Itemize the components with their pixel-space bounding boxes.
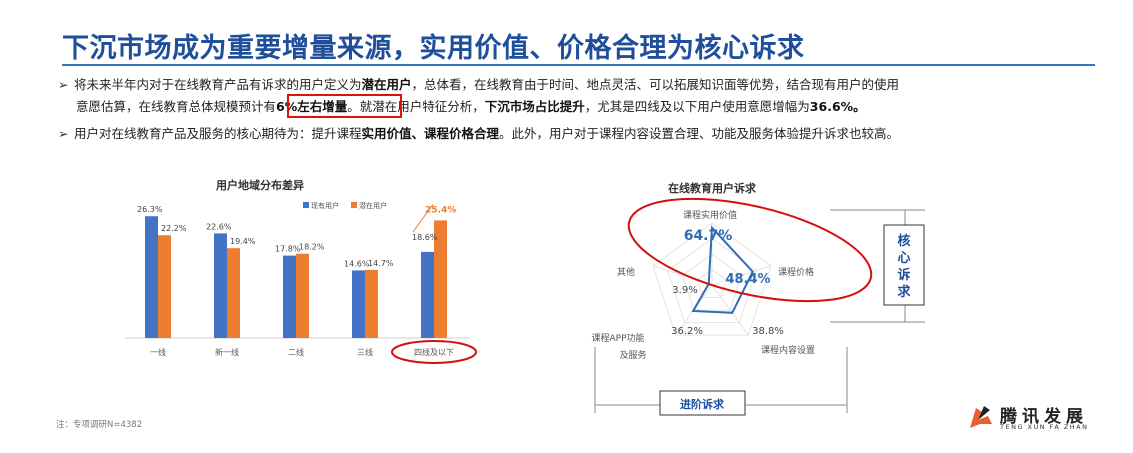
axis-label: 课程实用价值 [683, 209, 737, 221]
radar-grid [696, 268, 728, 299]
category-label: 三线 [357, 347, 373, 357]
bullet-paragraph-2: ➢ 用户对在线教育产品及服务的核心期待为：提升课程实用价值、课程价格合理。此外，用… [58, 123, 899, 145]
text-span: ，总体看，在线教育由于时间、地点灵活、可以拓展知识面等优势，结合现有用户的使用 [411, 77, 900, 92]
data-label: 18.2% [299, 243, 325, 252]
group-label-char: 求 [897, 284, 911, 300]
emphasis-span: 下沉市场占比提升 [484, 99, 585, 114]
legend-swatch [351, 202, 357, 208]
category-label: 二线 [288, 347, 304, 357]
text-span: 将未来半年内对于在线教育产品有诉求的用户定义为 [74, 77, 362, 92]
bar [434, 220, 447, 338]
logo-name-english: TENG XUN FA ZHAN [1000, 423, 1089, 431]
bullet-arrow-icon: ➢ [58, 77, 69, 92]
legend-label: 潜在用户 [359, 201, 387, 210]
data-label: 14.6% [344, 259, 370, 268]
data-label: 19.4% [230, 237, 256, 246]
emphasis-span: 实用价值、课程价格合理 [361, 126, 500, 141]
radar-grid [652, 222, 772, 336]
category-label: 一线 [150, 347, 166, 357]
group-label: 进阶诉求 [680, 397, 725, 411]
text-span: 。此外，用户对于课程内容设置合理、功能及服务体验提升诉求也较高。 [499, 126, 900, 141]
group-label-char: 核 [897, 233, 910, 249]
text-span: 用户对在线教育产品及服务的核心期待为：提升课程 [74, 126, 362, 141]
group-label-box [883, 224, 925, 306]
data-label: 22.6% [206, 222, 232, 231]
radar-grid [681, 253, 743, 311]
data-label: 17.8% [275, 245, 301, 254]
data-label-highlight: 25.4% [425, 205, 456, 215]
axis-label: 课程APP功能 [591, 332, 644, 344]
bullet-paragraph-1-line-2: 意愿估算，在线教育总体规模预计有6%左右增量。就潜在用户特征分析，下沉市场占比提… [76, 96, 866, 118]
bar [227, 248, 240, 338]
value-label: 3.9% [672, 285, 697, 296]
bullet-paragraph-1: ➢ 将未来半年内对于在线教育产品有诉求的用户定义为潜在用户，总体看，在线教育由于时… [58, 74, 899, 96]
emphasis-span: 36.6%。 [809, 99, 866, 114]
value-label: 36.2% [671, 326, 703, 337]
chart-title: 用户地域分布差异 [216, 178, 304, 192]
text-span: 。就潜在用户特征分析， [347, 99, 485, 114]
legend-swatch [303, 202, 309, 208]
radar-grid [667, 237, 757, 324]
chart-title: 在线教育用户诉求 [668, 181, 757, 195]
value-label: 38.8% [752, 326, 784, 337]
data-label: 14.7% [368, 259, 394, 268]
data-label: 22.2% [161, 224, 187, 233]
bar [365, 269, 378, 338]
highlight-circle [391, 340, 477, 364]
trend-arrow [412, 204, 434, 233]
emphasis-span: 6%左右增量 [276, 99, 348, 114]
bar [283, 255, 296, 338]
bar [145, 216, 158, 338]
radar-series [691, 225, 754, 314]
axis-label: 课程内容设置 [761, 344, 815, 356]
category-label: 新一线 [215, 347, 239, 357]
bullet-arrow-icon: ➢ [58, 126, 69, 141]
highlight-circle [627, 197, 873, 303]
logo-name: 腾讯发展 [1000, 407, 1088, 427]
page-title: 下沉市场成为重要增量来源，实用价值、价格合理为核心诉求 [62, 33, 805, 64]
radar-spoke [711, 284, 749, 336]
title-underline [62, 64, 1095, 66]
axis-label: 课程价格 [778, 266, 814, 278]
logo-mark-icon [970, 406, 992, 428]
bar [421, 251, 434, 338]
highlight-box [287, 94, 402, 118]
axis-label: 其他 [617, 266, 635, 278]
data-label: 18.6% [412, 233, 438, 242]
group-label-char: 诉 [897, 267, 910, 283]
group-label-box [659, 390, 746, 416]
bar [214, 233, 227, 338]
text-span: ，尤其是四线及以下用户使用意愿增幅为 [584, 99, 810, 114]
value-label: 64.7% [684, 228, 733, 244]
legend-label: 现有用户 [311, 201, 339, 210]
bar [296, 253, 309, 338]
footnote: 注：专项调研N=4382 [56, 420, 143, 430]
group-label-char: 心 [897, 251, 910, 266]
axis-label: 及服务 [619, 349, 646, 361]
value-label: 48.4% [725, 272, 770, 287]
radar-spoke [711, 265, 772, 286]
bar [158, 235, 171, 338]
bar [352, 270, 365, 338]
emphasis-span: 潜在用户 [361, 77, 412, 92]
category-label: 四线及以下 [414, 347, 454, 357]
text-span: 意愿估算，在线教育总体规模预计有 [76, 99, 277, 114]
data-label: 26.3% [137, 205, 163, 214]
